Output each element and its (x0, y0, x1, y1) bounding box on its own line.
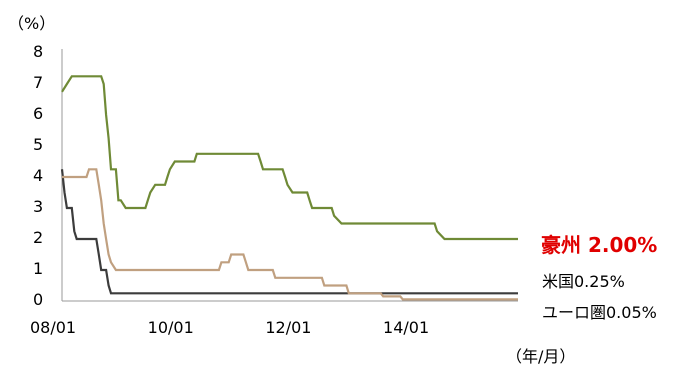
series-line-1 (60, 169, 518, 295)
y-tick-label: 0 (33, 290, 44, 309)
x-tick-label: 14/01 (383, 318, 430, 337)
series-end-label-1: 米国0.25% (542, 272, 625, 291)
y-tick-label: 6 (33, 104, 44, 123)
y-tick-label: 1 (33, 259, 44, 278)
y-tick-label: 4 (33, 166, 44, 185)
y-tick-label: 7 (33, 73, 44, 92)
axes (61, 49, 518, 302)
x-tick-label: 10/01 (147, 318, 194, 337)
y-tick-label: 8 (33, 42, 44, 61)
series-line-2 (62, 168, 518, 301)
y-tick-label: 5 (33, 135, 44, 154)
x-axis-unit-label: （年/月） (506, 347, 576, 366)
series-end-label-0: 豪州 2.00% (541, 233, 658, 257)
x-tick-label: 08/01 (30, 318, 77, 337)
series-line-0 (61, 75, 518, 241)
y-tick-label: 3 (33, 197, 44, 216)
series-lines (60, 75, 518, 301)
y-tick-label: 2 (33, 228, 44, 247)
series-end-label-2: ユーロ圏0.05% (542, 303, 657, 322)
x-tick-label: 12/01 (265, 318, 312, 337)
y-axis-unit-label: （%） (8, 14, 56, 33)
